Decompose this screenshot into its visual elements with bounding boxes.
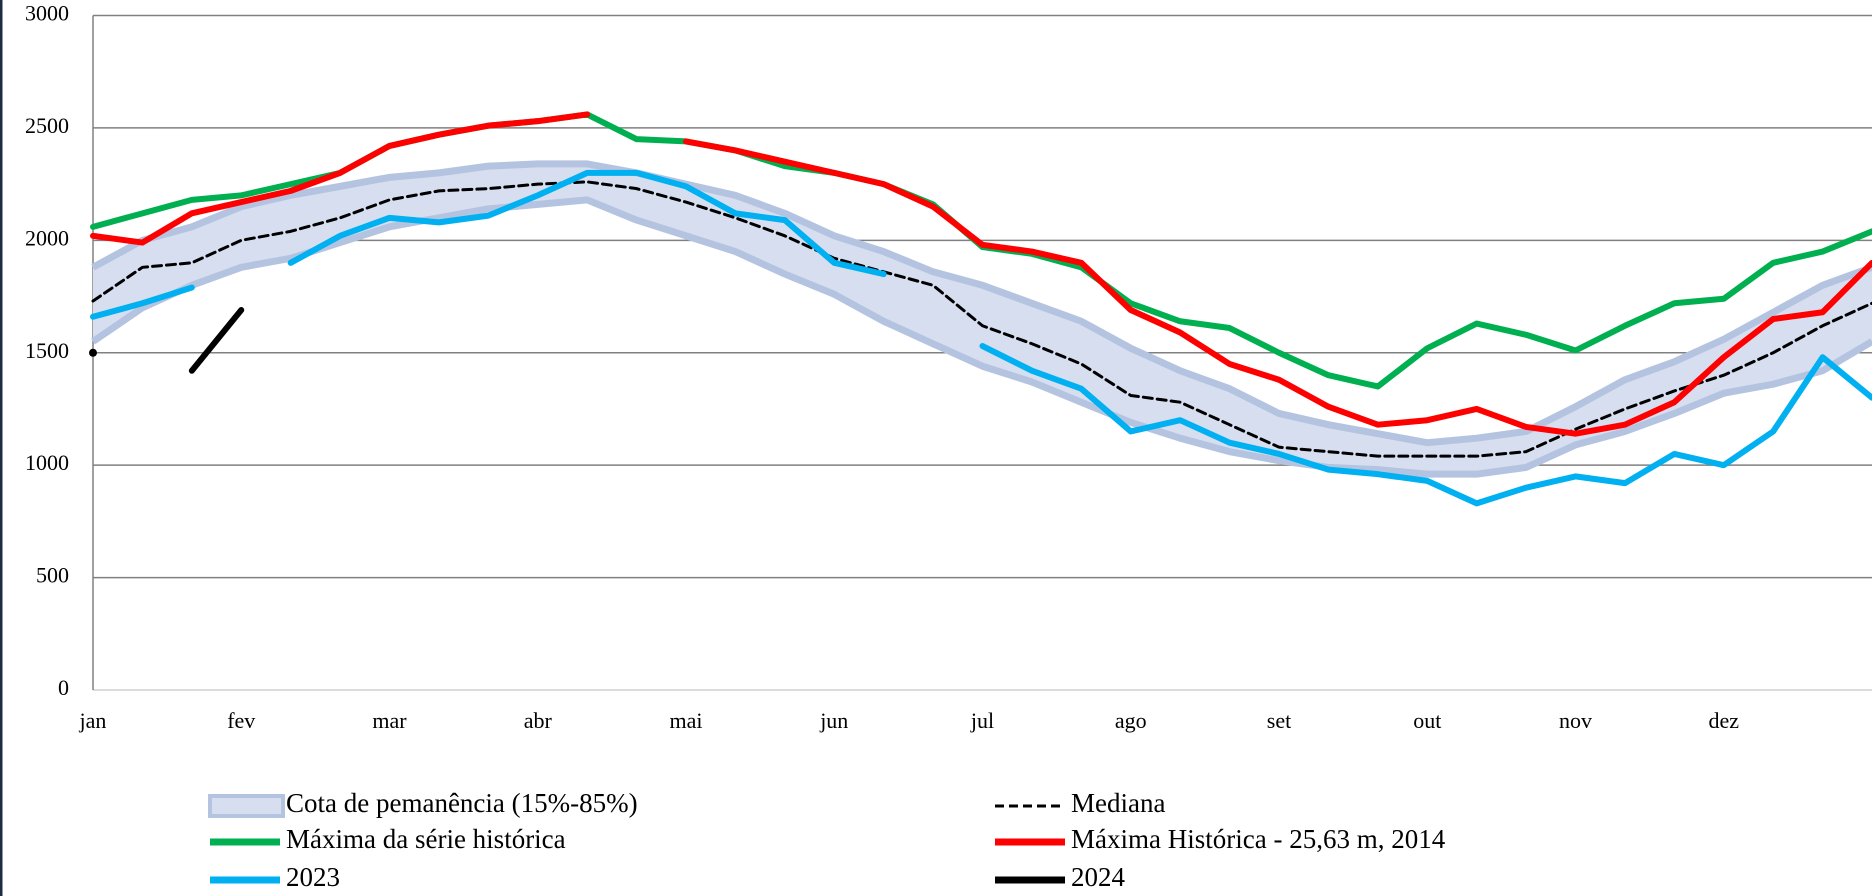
x-tick-label: fev xyxy=(227,708,255,733)
y-tick-label: 1500 xyxy=(25,338,69,363)
x-tick-label: nov xyxy=(1559,708,1592,733)
x-tick-label: mai xyxy=(670,708,703,733)
band-edge xyxy=(91,160,1872,447)
x-tick-label: dez xyxy=(1708,708,1739,733)
legend-label: Máxima da série histórica xyxy=(286,824,566,854)
line xyxy=(287,169,887,278)
x-tick-label: set xyxy=(1267,708,1291,733)
x-tick-label: abr xyxy=(524,708,553,733)
line xyxy=(90,284,195,320)
y-tick-label: 1000 xyxy=(25,450,69,475)
line xyxy=(90,111,591,246)
y-tick-label: 2500 xyxy=(25,113,69,138)
x-tick-label: jan xyxy=(79,708,107,733)
x-tick-label: ago xyxy=(1115,708,1147,733)
line xyxy=(91,180,1872,458)
legend-label: Cota de pemanência (15%-85%) xyxy=(286,788,638,818)
y-tick-label: 500 xyxy=(36,563,69,588)
x-tick-label: out xyxy=(1413,708,1441,733)
y-tick-label: 0 xyxy=(58,675,69,700)
band-area xyxy=(93,163,1872,475)
legend-label: 2024 xyxy=(1071,862,1126,892)
x-tick-label: jun xyxy=(819,708,848,733)
legend-swatch xyxy=(208,794,285,818)
line xyxy=(683,138,1872,437)
y-tick-label: 3000 xyxy=(25,1,69,26)
legend-label: Mediana xyxy=(1071,788,1165,818)
line xyxy=(979,343,1872,507)
line xyxy=(188,307,245,374)
legend-label: Máxima Histórica - 25,63 m, 2014 xyxy=(1071,824,1446,854)
band-edge xyxy=(91,196,1872,478)
legend-label: 2023 xyxy=(286,862,340,892)
x-tick-label: jul xyxy=(970,708,994,733)
y-tick-label: 2000 xyxy=(25,225,69,250)
line-point xyxy=(89,348,97,357)
x-tick-label: mar xyxy=(372,708,407,733)
